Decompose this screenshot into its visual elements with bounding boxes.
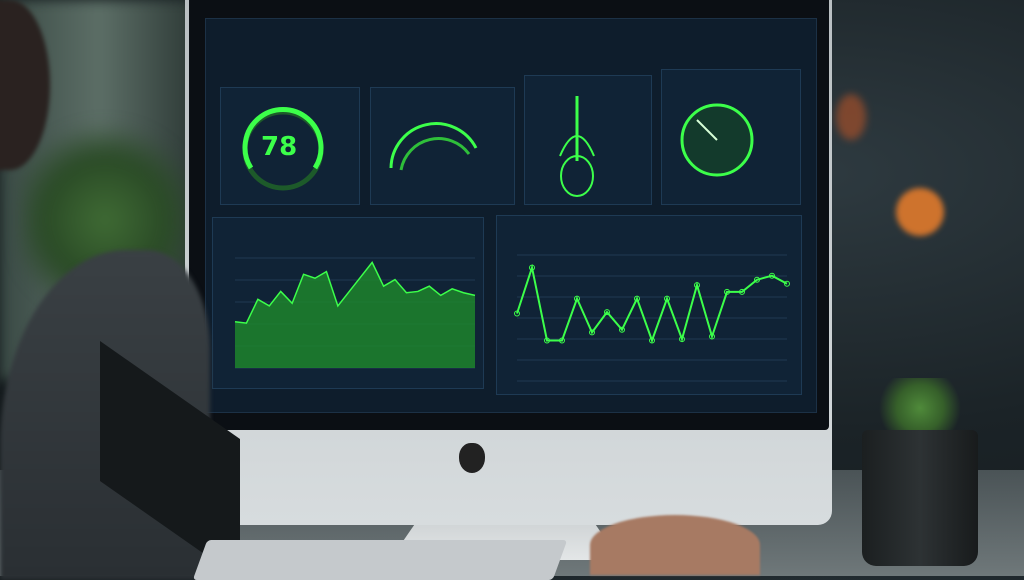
data-point xyxy=(619,326,625,333)
bokeh-light xyxy=(836,94,866,140)
data-point xyxy=(514,310,520,317)
area-chart-panel xyxy=(212,217,484,389)
line-series xyxy=(516,263,788,344)
data-point xyxy=(709,333,715,340)
plant-pot xyxy=(862,430,978,566)
data-point xyxy=(769,272,775,279)
data-point xyxy=(784,280,790,287)
data-point xyxy=(604,309,610,316)
gauge-panel: 78 xyxy=(220,87,360,205)
diagram xyxy=(559,96,595,197)
data-point xyxy=(724,288,730,295)
area-chart xyxy=(234,257,476,369)
data-point xyxy=(694,282,700,289)
data-point xyxy=(589,329,595,336)
hand xyxy=(590,515,760,575)
area-line xyxy=(234,260,476,324)
diagram-panel xyxy=(524,75,652,205)
arc-chart xyxy=(389,122,478,171)
data-point xyxy=(544,337,550,344)
data-point xyxy=(529,264,535,271)
clock-gauge xyxy=(680,103,754,177)
area-series xyxy=(235,262,475,368)
data-point xyxy=(649,337,655,344)
gauge-ring xyxy=(242,107,324,191)
data-point xyxy=(559,337,565,344)
apple-logo-icon xyxy=(459,443,485,473)
plant-leaves xyxy=(870,378,970,438)
data-point xyxy=(739,288,745,295)
gauge-value: 78 xyxy=(261,132,298,162)
keyboard xyxy=(192,540,568,580)
data-point xyxy=(664,295,670,302)
data-point xyxy=(679,336,685,343)
data-point xyxy=(574,295,580,302)
arc-panel xyxy=(370,87,515,205)
data-point xyxy=(634,295,640,302)
data-point xyxy=(754,276,760,283)
line-chart-panel xyxy=(496,215,802,395)
clock-gauge-panel xyxy=(661,69,801,205)
bokeh-light xyxy=(896,188,944,236)
dashboard-screen: 78 xyxy=(205,18,817,413)
line-chart xyxy=(514,254,790,382)
